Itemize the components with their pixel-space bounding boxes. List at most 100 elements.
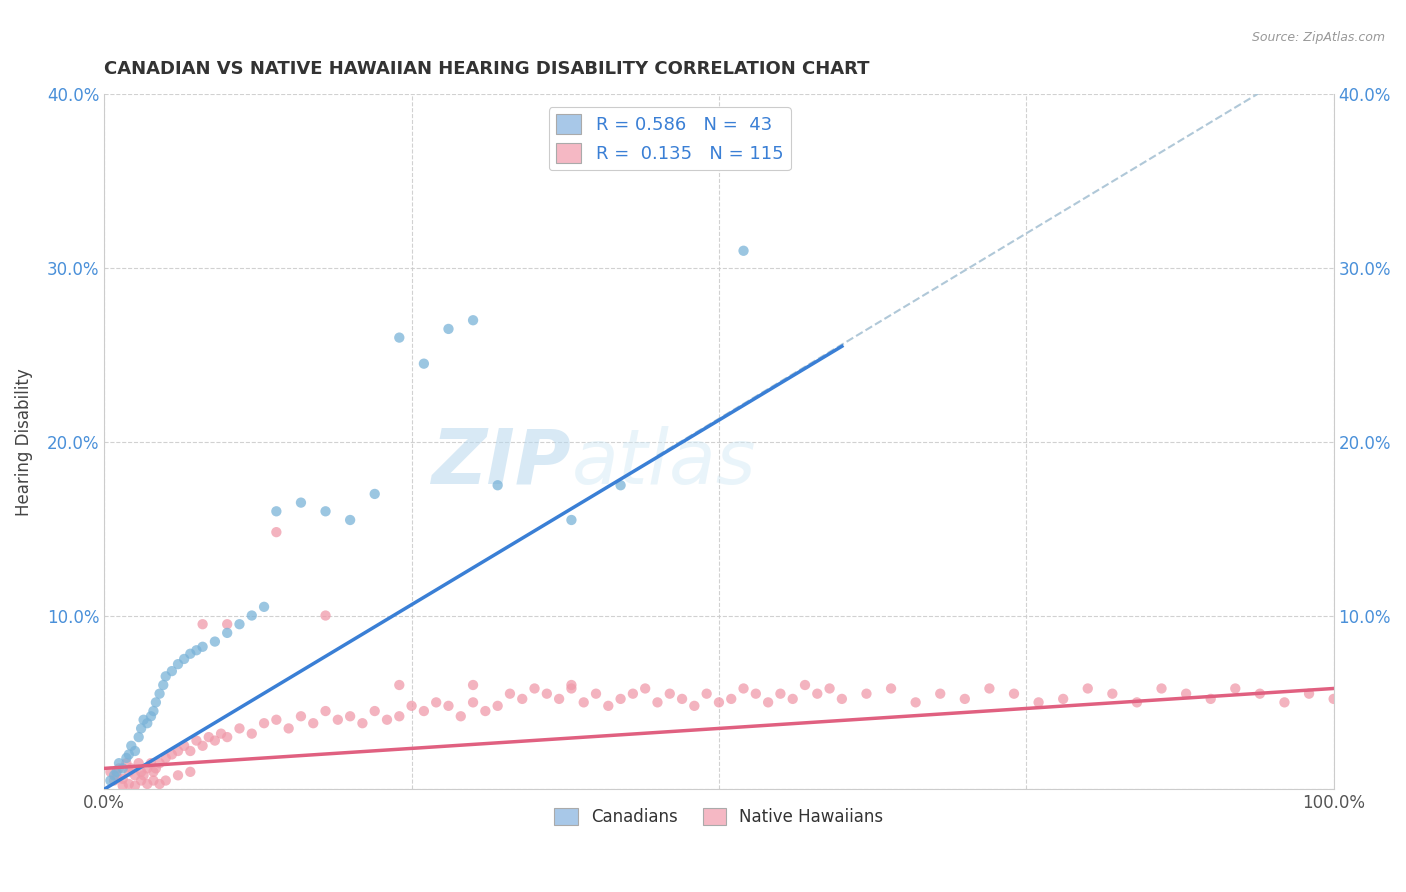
Point xyxy=(179,744,201,758)
Point xyxy=(806,687,828,701)
Point xyxy=(173,739,195,753)
Point xyxy=(671,692,693,706)
Point xyxy=(536,687,558,701)
Point xyxy=(115,751,138,765)
Point xyxy=(1225,681,1247,696)
Point xyxy=(658,687,681,701)
Point xyxy=(437,698,460,713)
Point xyxy=(904,695,927,709)
Point xyxy=(115,756,138,771)
Point xyxy=(179,764,201,779)
Point xyxy=(290,709,312,723)
Point xyxy=(1175,687,1198,701)
Point xyxy=(160,747,183,762)
Point xyxy=(831,692,853,706)
Point xyxy=(388,678,411,692)
Point xyxy=(585,687,607,701)
Point xyxy=(486,698,509,713)
Point xyxy=(266,504,288,518)
Point xyxy=(209,726,232,740)
Point xyxy=(129,773,152,788)
Point xyxy=(425,695,447,709)
Point xyxy=(523,681,546,696)
Point xyxy=(108,761,131,775)
Point xyxy=(108,756,131,771)
Point xyxy=(1077,681,1099,696)
Point xyxy=(197,730,219,744)
Text: atlas: atlas xyxy=(571,425,756,500)
Point xyxy=(745,687,768,701)
Point xyxy=(450,709,472,723)
Point xyxy=(105,768,128,782)
Point xyxy=(461,313,484,327)
Point xyxy=(486,478,509,492)
Point xyxy=(375,713,398,727)
Point xyxy=(132,713,155,727)
Point xyxy=(1052,692,1074,706)
Point xyxy=(111,772,134,786)
Point xyxy=(560,681,582,696)
Point xyxy=(364,487,387,501)
Point xyxy=(1298,687,1320,701)
Point xyxy=(129,764,152,779)
Point xyxy=(240,726,263,740)
Point xyxy=(118,747,141,762)
Point xyxy=(499,687,522,701)
Point xyxy=(621,687,644,701)
Point xyxy=(136,777,159,791)
Point xyxy=(139,756,162,771)
Text: Source: ZipAtlas.com: Source: ZipAtlas.com xyxy=(1251,31,1385,45)
Point xyxy=(145,695,167,709)
Point xyxy=(302,716,325,731)
Point xyxy=(388,330,411,344)
Point xyxy=(315,504,337,518)
Point xyxy=(129,722,152,736)
Point xyxy=(953,692,976,706)
Point xyxy=(228,617,250,632)
Point xyxy=(128,756,150,771)
Point xyxy=(142,764,165,779)
Y-axis label: Hearing Disability: Hearing Disability xyxy=(15,368,32,516)
Point xyxy=(191,617,214,632)
Point xyxy=(179,647,201,661)
Point xyxy=(155,669,177,683)
Point xyxy=(120,739,142,753)
Point xyxy=(148,777,170,791)
Point xyxy=(707,695,730,709)
Point xyxy=(191,640,214,654)
Point xyxy=(683,698,706,713)
Point xyxy=(103,773,125,788)
Point xyxy=(160,664,183,678)
Point xyxy=(326,713,349,727)
Point xyxy=(401,698,423,713)
Point xyxy=(277,722,299,736)
Point xyxy=(145,761,167,775)
Point xyxy=(217,626,239,640)
Point xyxy=(253,599,276,614)
Point xyxy=(167,768,190,782)
Point xyxy=(186,733,208,747)
Point xyxy=(1199,692,1222,706)
Point xyxy=(352,716,374,731)
Point xyxy=(560,513,582,527)
Point xyxy=(388,709,411,723)
Point xyxy=(148,687,170,701)
Point xyxy=(204,733,226,747)
Point xyxy=(412,357,434,371)
Point xyxy=(124,768,146,782)
Point xyxy=(461,695,484,709)
Point xyxy=(1274,695,1296,709)
Point xyxy=(647,695,669,709)
Point xyxy=(191,739,214,753)
Point xyxy=(609,478,631,492)
Point xyxy=(167,657,190,672)
Point xyxy=(572,695,595,709)
Point xyxy=(217,730,239,744)
Point xyxy=(339,513,361,527)
Point xyxy=(132,768,155,782)
Point xyxy=(152,678,174,692)
Point xyxy=(696,687,718,701)
Point xyxy=(105,764,128,779)
Point xyxy=(128,730,150,744)
Point xyxy=(266,525,288,540)
